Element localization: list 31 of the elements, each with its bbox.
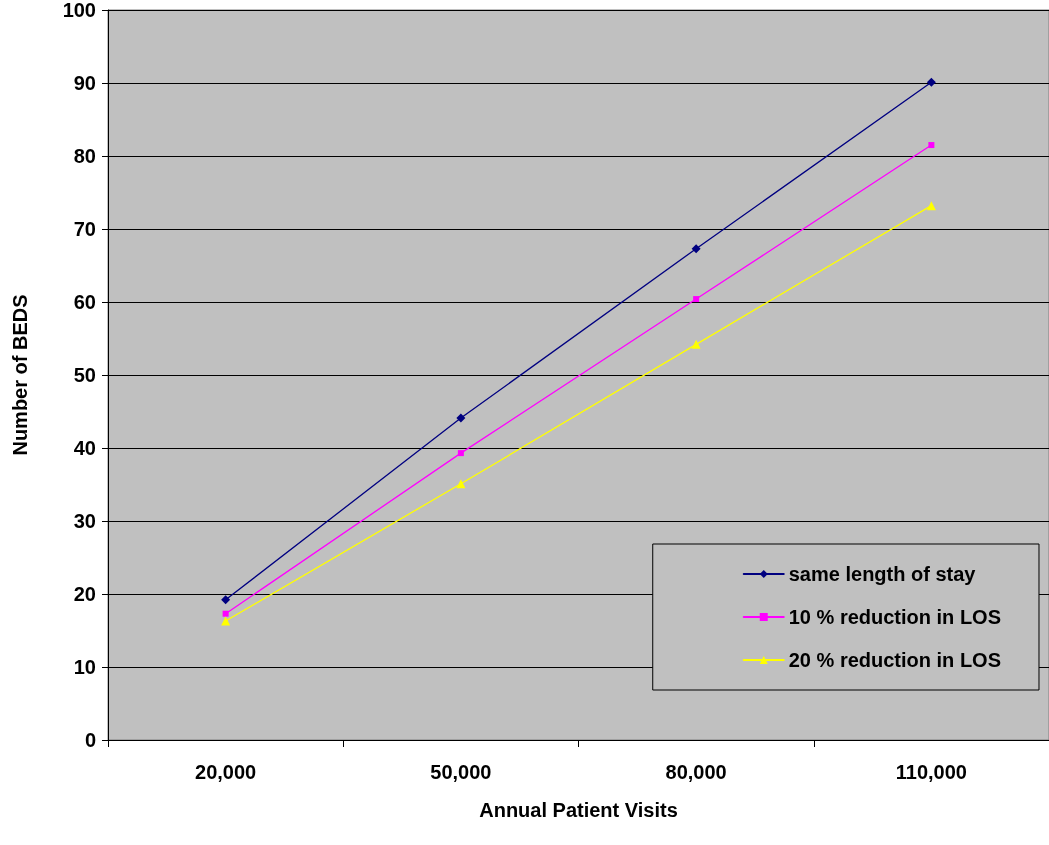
point xyxy=(221,595,231,605)
x-tick-label: 50,000 xyxy=(430,761,492,783)
y-tick-label: 40 xyxy=(73,437,96,459)
point xyxy=(691,244,701,254)
y-tick-label: 60 xyxy=(73,291,96,313)
y-axis-title: Number of BEDS xyxy=(9,294,31,456)
point xyxy=(457,450,464,457)
legend-label: same length of stay xyxy=(788,563,977,585)
x-tick-label: 110,000 xyxy=(895,761,967,783)
y-tick-label: 80 xyxy=(73,145,96,167)
x-tick-label: 80,000 xyxy=(665,761,727,783)
y-tick-label: 70 xyxy=(73,218,96,240)
y-tick-label: 50 xyxy=(73,364,96,386)
legend-label: 20 % reduction in LOS xyxy=(788,649,1002,671)
y-tick-label: 100 xyxy=(62,0,96,21)
point xyxy=(693,296,700,303)
point xyxy=(926,201,936,211)
y-tick-label: 10 xyxy=(73,656,96,678)
y-tick-label: 0 xyxy=(84,729,96,751)
legend-label: 10 % reduction in LOS xyxy=(788,606,1002,628)
point xyxy=(926,77,936,87)
x-tick-label: 20,000 xyxy=(195,761,257,783)
point xyxy=(691,339,701,349)
x-axis-title: Annual Patient Visits xyxy=(479,799,678,821)
point xyxy=(456,413,466,423)
point xyxy=(928,142,935,149)
y-tick-label: 30 xyxy=(73,510,96,532)
y-tick-label: 90 xyxy=(73,72,96,94)
point xyxy=(221,616,231,626)
point xyxy=(222,610,229,617)
y-tick-label: 20 xyxy=(73,583,96,605)
